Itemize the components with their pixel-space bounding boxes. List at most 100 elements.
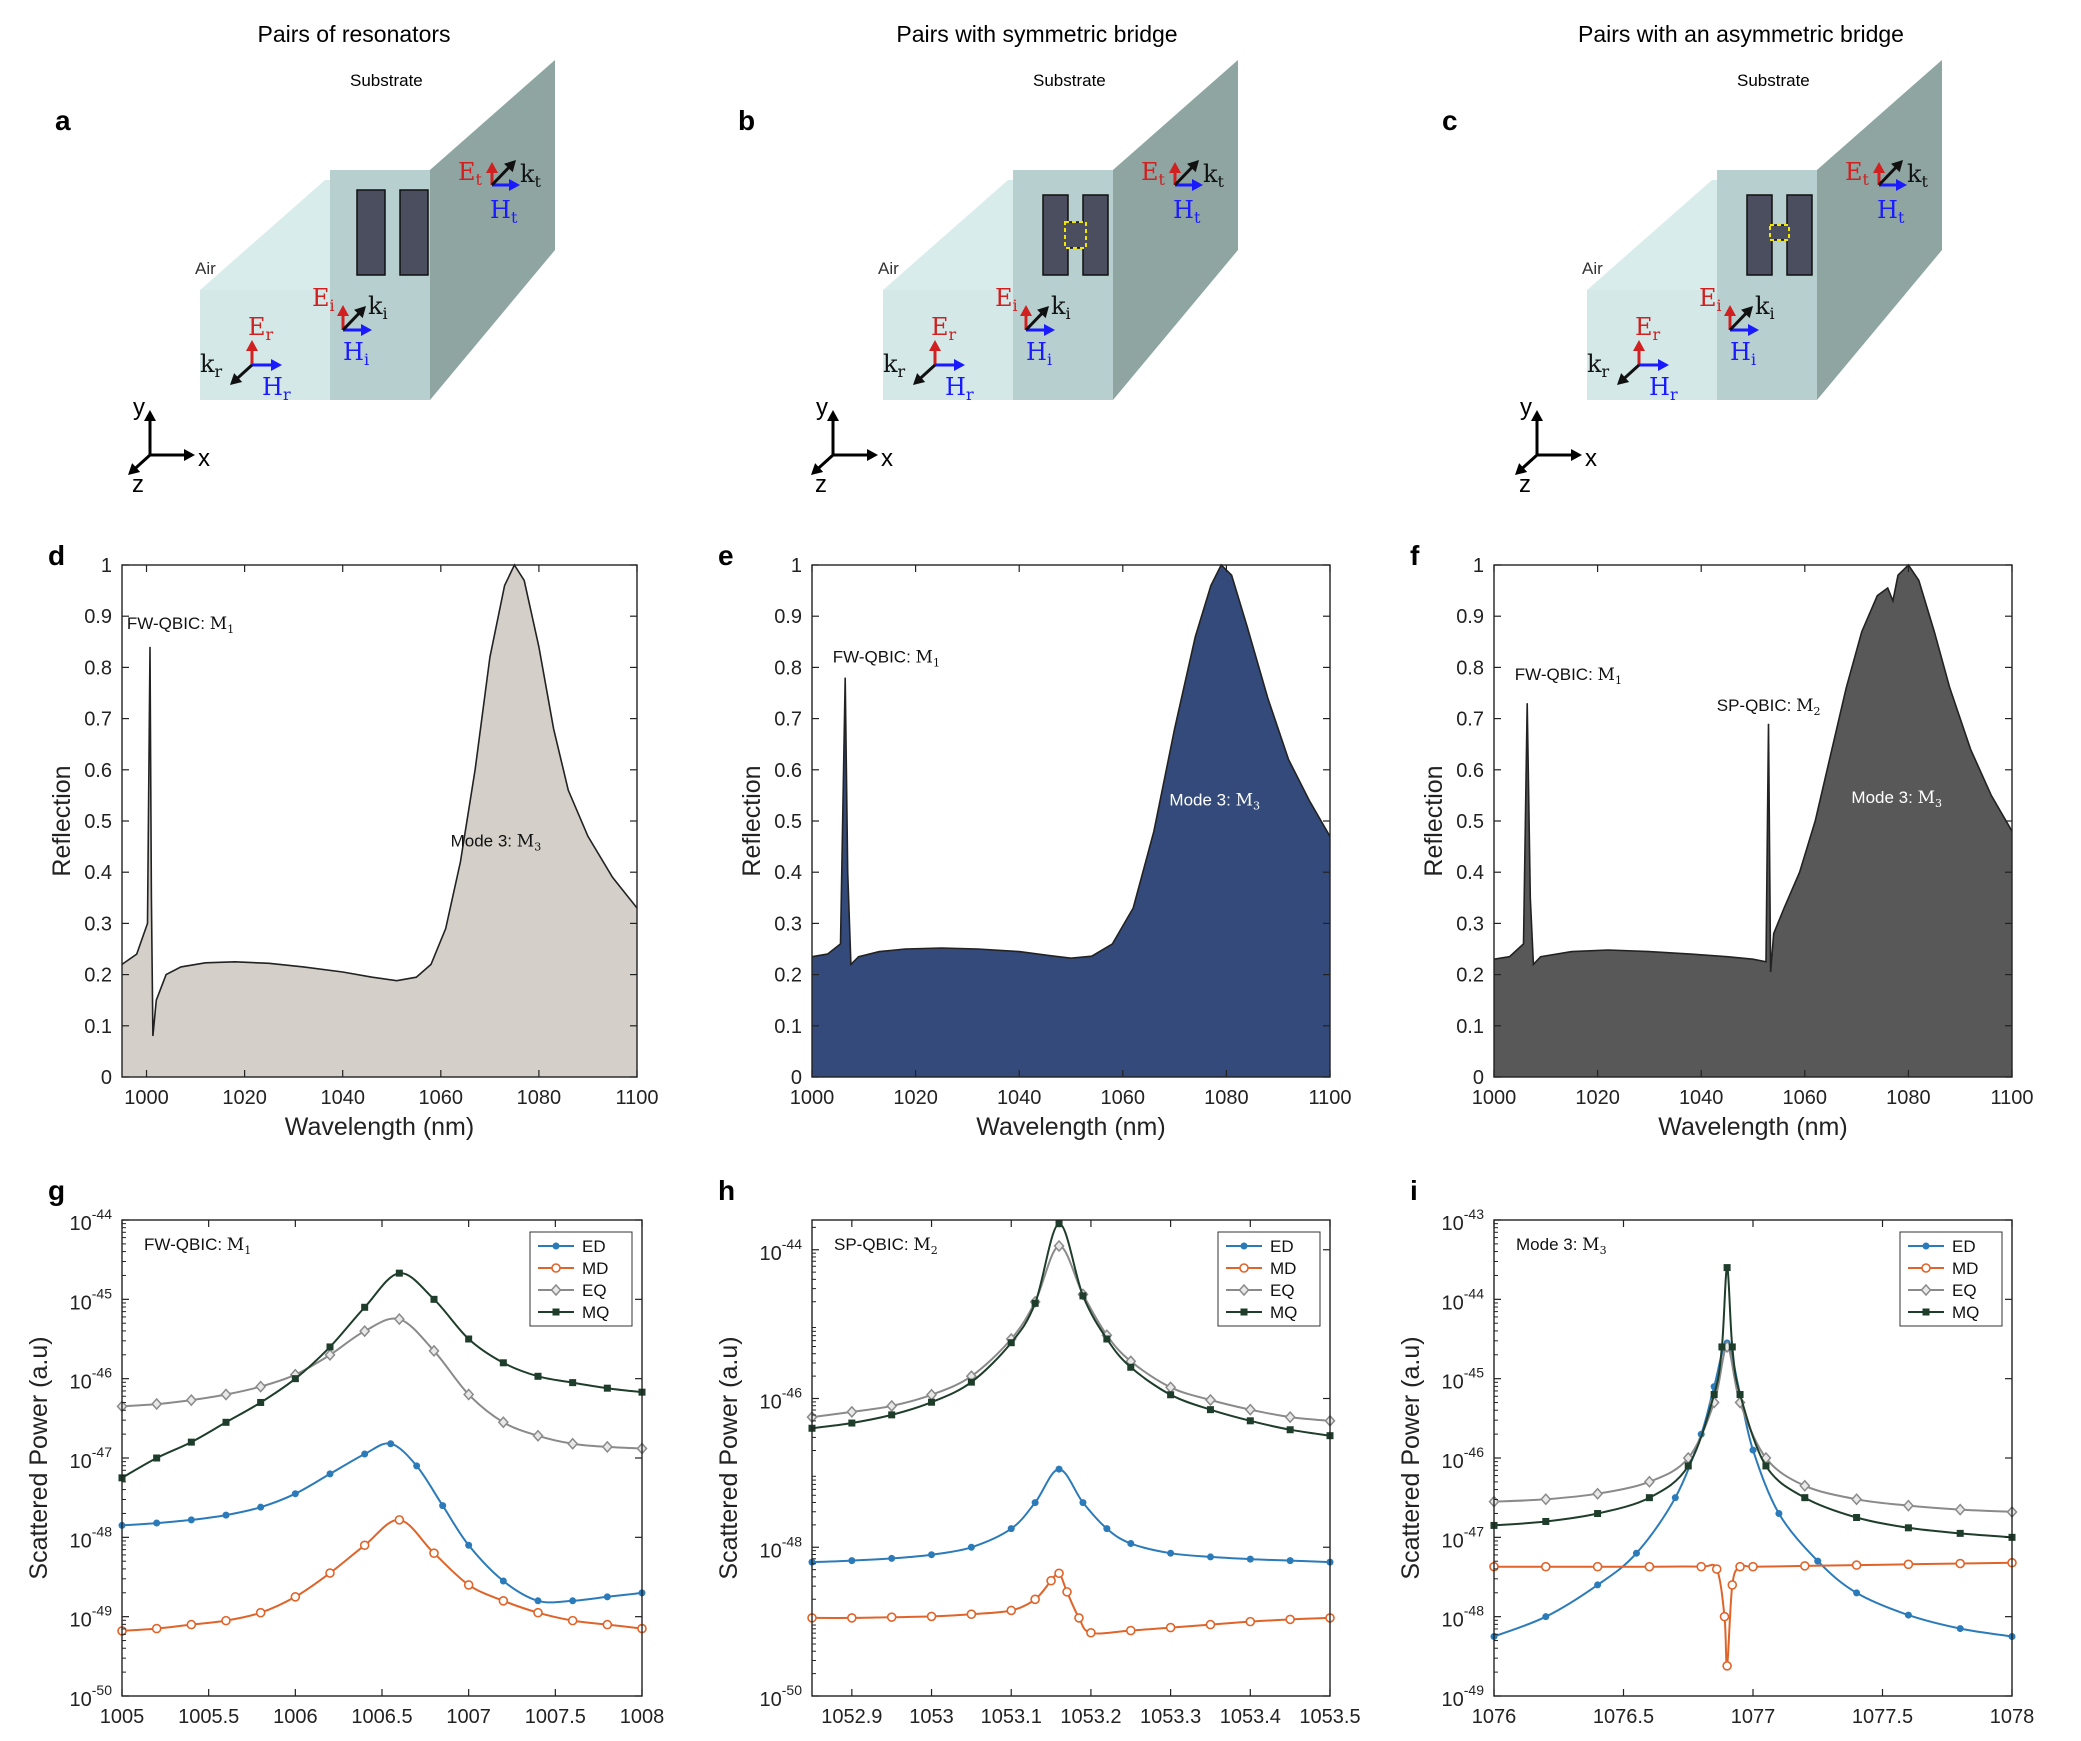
k-t-label: kt [520, 160, 542, 191]
y-tick-base: 10 [70, 1610, 92, 1632]
ED-point [1055, 1465, 1063, 1473]
axis-z-label: z [132, 471, 144, 498]
k-t-label: kt [1203, 160, 1225, 191]
H-t-label-sub: t [1194, 208, 1201, 227]
E-i-arrow [1724, 305, 1736, 330]
H-i-arrow-head [1748, 324, 1759, 336]
axis-y-label: y [133, 394, 145, 421]
y-tick-label: 10-43 [1442, 1206, 1485, 1235]
MD-point [1030, 1594, 1040, 1605]
E-t-label-sub: t [476, 170, 483, 189]
k-t-arrow-head [1891, 160, 1903, 173]
H-r-label-sub: r [966, 385, 974, 404]
MQ-point [1645, 1494, 1653, 1502]
x-tick-label: 1076.5 [1593, 1706, 1654, 1728]
E-t-label-main: E [458, 158, 476, 186]
y-tick-label: 10-48 [760, 1533, 803, 1562]
H-t-label-sub: t [511, 208, 518, 227]
MQ-point [569, 1379, 577, 1387]
k-i-label-sub: i [1066, 304, 1071, 323]
EQ-point [1851, 1493, 1863, 1506]
y-tick-base: 10 [760, 1392, 782, 1414]
MQ-point [1103, 1335, 1111, 1343]
E-r-label-sub: r [1653, 325, 1661, 344]
k-i-arrow [341, 306, 366, 332]
y-tick-label: 0.3 [774, 913, 802, 935]
MD-point [1719, 1611, 1730, 1622]
MD-point [1062, 1587, 1072, 1597]
H-i-label-sub: i [1047, 350, 1052, 369]
y-tick-base: 10 [760, 1243, 782, 1265]
MQ-point [1801, 1494, 1809, 1502]
EQ-point [1540, 1493, 1552, 1506]
y-tick-label: 10-45 [1442, 1365, 1485, 1394]
panel-label-f: f [1410, 540, 1420, 571]
legend-label-MQ: MQ [1270, 1303, 1297, 1322]
ED-point [534, 1597, 542, 1605]
MD-point [533, 1607, 543, 1618]
y-tick-base: 10 [1442, 1610, 1464, 1632]
substrate-side [1113, 60, 1238, 400]
x-tick-label: 1006 [273, 1706, 318, 1728]
E-t-arrow [1873, 162, 1885, 185]
H-i-label: Hi [1730, 338, 1756, 369]
MD-point [1735, 1561, 1745, 1572]
H-t-label-sub: t [1898, 208, 1905, 227]
panel-label-c: c [1442, 105, 1458, 136]
MQ-point [848, 1419, 856, 1427]
E-i-arrow-head [1724, 305, 1736, 316]
E-r-arrow [929, 340, 941, 365]
resonator-right [399, 189, 429, 276]
ED-point [1956, 1625, 1964, 1633]
MQ-point [1127, 1363, 1135, 1371]
x-tick-label: 1020 [893, 1087, 938, 1109]
E-t-label-main: E [1141, 158, 1159, 186]
E-r-label: Er [248, 313, 274, 344]
x-tick-label: 1078 [1990, 1706, 2035, 1728]
x-axis-label: Wavelength (nm) [287, 1732, 476, 1736]
EQ-point [886, 1399, 898, 1413]
legend-label-MD: MD [1270, 1259, 1296, 1278]
x-tick-label: 1006.5 [351, 1706, 412, 1728]
EQ-point [1244, 1403, 1256, 1416]
y-tick-base: 10 [70, 1530, 92, 1552]
E-r-label-main: E [931, 313, 949, 341]
E-i-label-main: E [312, 284, 330, 312]
y-tick-base: 10 [70, 1292, 92, 1314]
annotation-1-sub: 3 [1253, 800, 1260, 813]
E-i-label-main: E [995, 284, 1013, 312]
legend-label-EQ: EQ [1952, 1281, 1977, 1300]
k-t-label-sub: t [535, 172, 542, 191]
air-front [200, 290, 330, 400]
H-t-arrow [492, 179, 520, 191]
schematic-c: Pairs with an asymmetric bridge c Substrat… [1442, 21, 1942, 498]
ED-point [888, 1554, 896, 1562]
MD-point [186, 1619, 197, 1630]
ED-point [439, 1502, 447, 1510]
y-tick-exp: -49 [92, 1603, 112, 1619]
axis-y-arrow [1531, 410, 1543, 455]
k-i-label-main: k [1051, 292, 1066, 320]
E-t-arrow-head [486, 162, 498, 173]
MD-point [359, 1540, 370, 1551]
k-i-label-sub: i [1770, 304, 1775, 323]
title-annotation-math: M [1582, 1235, 1599, 1255]
k-i-arrow-shaft [1024, 310, 1045, 332]
MD-point [1955, 1558, 1965, 1569]
annotation-2-math: M [1918, 788, 1935, 808]
y-tick-base: 10 [70, 1372, 92, 1394]
axis-z-label: z [815, 471, 827, 498]
legend: ED MD EQ MQ [1217, 1231, 1321, 1327]
E-r-arrow-head [246, 340, 258, 351]
y-tick-exp: -44 [92, 1206, 112, 1222]
H-t-label-main: H [1173, 196, 1194, 224]
E-r-label-sub: r [949, 325, 957, 344]
ED-point [1079, 1499, 1087, 1507]
x-tick-label: 1080 [517, 1087, 562, 1109]
ED-point [153, 1519, 161, 1527]
y-tick-label: 0.1 [1456, 1016, 1484, 1038]
H-t-label-main: H [1877, 196, 1898, 224]
H-r-arrow [935, 359, 965, 371]
H-i-label: Hi [1026, 338, 1052, 369]
k-i-arrow [1024, 306, 1049, 332]
